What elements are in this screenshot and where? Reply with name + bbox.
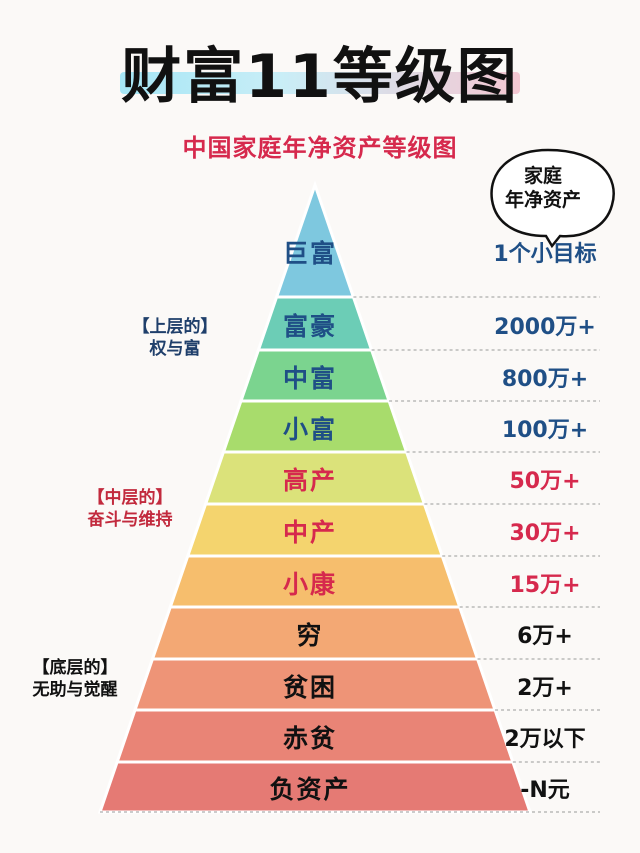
tier-value: -N元 [520, 778, 570, 803]
page-subtitle: 中国家庭年净资产等级图 [182, 134, 458, 162]
tier-name: 小富 [282, 414, 337, 444]
group-lower-title: 【底层的】 [32, 658, 118, 678]
tier-name: 巨富 [282, 239, 337, 268]
tier-name: 赤贫 [282, 724, 337, 753]
tier-name: 贫困 [282, 672, 337, 702]
title-highlight [120, 72, 520, 94]
group-middle: 【中层的】 奋斗与维持 [60, 487, 200, 531]
group-upper-desc: 权与富 [149, 339, 201, 359]
group-upper-title: 【上层的】 [132, 317, 218, 337]
tier-name: 富豪 [282, 311, 337, 341]
tier-value: 30万+ [509, 521, 581, 546]
tier-value: 800万+ [501, 366, 589, 392]
tier-name: 穷 [296, 621, 324, 650]
pyramid-tier-11 [97, 760, 533, 814]
tier-name: 中产 [282, 518, 337, 547]
tier-value: 2000万+ [494, 314, 596, 340]
tier-name: 小康 [282, 569, 337, 599]
page-title: 财富11等级图 [121, 42, 519, 112]
group-lower: 【底层的】 无助与觉醒 [10, 657, 140, 701]
group-middle-desc: 奋斗与维持 [87, 510, 173, 530]
tier-value: 100万+ [501, 417, 589, 443]
tier-value: 6万+ [517, 624, 573, 649]
tier-name: 高产 [282, 466, 337, 495]
bubble-line-1: 家庭 [523, 165, 562, 187]
tier-value: 15万+ [509, 572, 581, 598]
tier-value: 50万+ [509, 469, 581, 494]
group-middle-title: 【中层的】 [87, 488, 173, 508]
tier-name: 负资产 [269, 775, 351, 804]
bubble-text: 家庭 年净资产 [488, 164, 598, 212]
group-upper: 【上层的】 权与富 [110, 316, 240, 360]
tier-name: 中富 [282, 363, 337, 393]
bubble-line-2: 年净资产 [504, 189, 581, 211]
tier-value: 1个小目标 [493, 242, 597, 267]
tier-value: 2万以下 [504, 727, 586, 752]
group-lower-desc: 无助与觉醒 [32, 680, 118, 700]
tier-value: 2万+ [517, 675, 573, 701]
